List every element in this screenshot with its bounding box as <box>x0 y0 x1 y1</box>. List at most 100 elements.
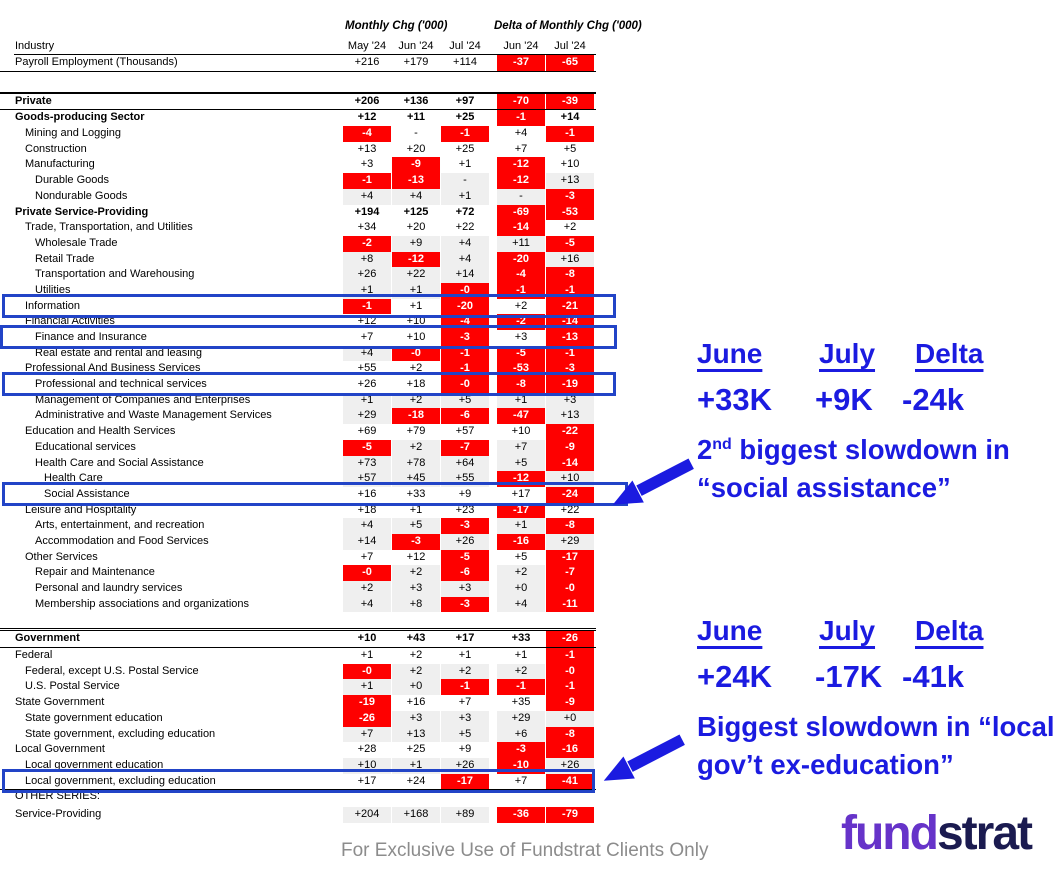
value-cell: +5 <box>441 392 489 409</box>
table-row: Service-Providing +204 +168 +89 -36 -79 <box>0 807 596 823</box>
annotation-desc-text: biggest slowdown in <box>731 434 1010 466</box>
value-cell-negative: -5 <box>546 235 594 252</box>
row-label: State Government <box>15 696 105 709</box>
table-row: Construction +13 +20 +25 +7 +5 <box>0 142 596 158</box>
value-cell: +2 <box>409 649 423 662</box>
fundstrat-logo: fundstrat <box>841 806 1033 861</box>
value-cell: +34 <box>357 221 377 234</box>
value-cell: +2 <box>343 581 391 597</box>
value-cell: +13 <box>546 408 594 425</box>
value-cell-negative: -5 <box>441 549 489 566</box>
table-row: Personal and laundry services +2 +3 +3 +0 -0 <box>0 581 596 597</box>
value-cell: +20 <box>406 221 426 234</box>
row-label: Goods-producing Sector <box>15 111 145 124</box>
value-cell-negative: -69 <box>497 204 545 221</box>
row-label: Information <box>25 299 81 312</box>
value-cell: +2 <box>563 221 577 234</box>
value-cell-negative: -3 <box>392 533 440 550</box>
value-cell-negative: -26 <box>546 631 594 648</box>
table-row: Mining and Logging -4 - -1 +4 -1 <box>0 126 596 142</box>
table-row: Real estate and rental and leasing +4 -0 -1… <box>0 345 596 362</box>
value-cell-negative: -1 <box>343 173 391 189</box>
value-cell: - <box>414 127 418 140</box>
row-label: Financial Activities <box>25 315 115 328</box>
annotation-header-june: June <box>697 615 763 646</box>
value-cell-negative: -53 <box>546 204 594 221</box>
group-header-monthly-chg: Monthly Chg ('000) <box>345 20 448 32</box>
value-cell: +24 <box>406 774 426 787</box>
table-row: Other Services +7 +12 -5 +5 -17 <box>0 549 596 566</box>
value-cell-negative: -5 <box>343 439 391 456</box>
value-cell-negative: -6 <box>441 565 489 581</box>
value-cell: - <box>441 173 489 189</box>
value-cell: +4 <box>343 345 391 362</box>
table-row: Nondurable Goods +4 +4 +1- -3 <box>0 188 596 205</box>
annotation-desc-text: “social assistance” <box>697 472 951 504</box>
value-cell-negative: -5 <box>497 345 545 362</box>
value-cell-negative: -3 <box>441 518 489 534</box>
value-cell-negative: -1 <box>546 126 594 142</box>
value-cell: +13 <box>357 142 377 155</box>
value-cell: +69 <box>357 425 377 438</box>
value-cell-negative: -0 <box>546 663 594 680</box>
annotation-header-july: July <box>819 338 876 369</box>
row-label: Utilities <box>35 283 71 296</box>
value-cell: +29 <box>497 710 545 727</box>
row-label: Health Care and Social Assistance <box>35 456 204 469</box>
highlight-box-professional-technical-services <box>2 372 616 396</box>
column-header-jul24: Jul '24 <box>449 40 481 52</box>
table-row: Arts, entertainment, and recreation +4 +5-… <box>0 518 596 534</box>
value-cell-negative: -9 <box>546 439 594 456</box>
column-header-jun24: Jun '24 <box>398 40 434 52</box>
value-cell-negative: -36 <box>497 807 545 823</box>
value-cell: +17 <box>455 632 475 645</box>
row-label: Private Service-Providing <box>15 205 149 218</box>
value-cell: +4 <box>392 188 440 205</box>
table-row: Government +10 +43 +17 +33 -26 <box>0 628 596 649</box>
value-cell: +2 <box>392 565 440 581</box>
value-cell: +2 <box>441 663 489 680</box>
value-cell-negative: -16 <box>497 533 545 550</box>
value-cell: +8 <box>343 251 391 268</box>
value-cell-negative: -0 <box>441 377 489 393</box>
row-label: U.S. Postal Service <box>25 680 120 693</box>
row-label: Local government, excluding education <box>25 774 216 787</box>
value-cell: +18 <box>357 503 377 516</box>
arrow-icon <box>603 726 693 784</box>
value-cell-negative: -12 <box>497 157 545 174</box>
value-cell: +10 <box>406 331 426 343</box>
value-cell: +1 <box>514 649 528 662</box>
value-cell: +13 <box>546 173 594 189</box>
value-cell: +3 <box>392 710 440 727</box>
value-cell-negative: -4 <box>343 126 391 142</box>
row-label: Repair and Maintenance <box>35 566 155 579</box>
value-cell-negative: -20 <box>497 251 545 268</box>
annotation-value-delta: -24k <box>902 382 965 417</box>
arrow-icon <box>612 450 702 508</box>
row-label: Local government education <box>25 758 164 771</box>
value-cell: +4 <box>343 518 391 534</box>
value-cell-negative: -1 <box>546 679 594 696</box>
value-cell-negative: -39 <box>546 93 594 110</box>
table-rows: Payroll Employment (Thousands) +216 +179 +1… <box>0 55 596 823</box>
value-cell-negative: -12 <box>392 251 440 268</box>
table-row: Federal +1 +2 +1 +1 -1 <box>0 648 596 664</box>
row-label: Educational services <box>35 440 136 453</box>
value-cell: +2 <box>409 362 423 375</box>
value-cell: +7 <box>514 142 528 155</box>
value-cell: +9 <box>458 743 472 756</box>
value-cell-negative: -19 <box>343 695 391 711</box>
value-cell: +97 <box>455 94 475 107</box>
row-label: Leisure and Hospitality <box>25 503 137 516</box>
row-label: Professional And Business Services <box>25 362 201 375</box>
value-cell: +4 <box>497 596 545 613</box>
table-row: State government education -26 +3 +3 +29 +0 <box>0 710 596 727</box>
value-cell: +1 <box>409 299 423 312</box>
value-cell-negative: -21 <box>546 298 594 315</box>
value-cell: +22 <box>392 267 440 283</box>
value-cell: +3 <box>441 581 489 597</box>
value-cell-negative: -3 <box>497 742 545 758</box>
value-cell: +14 <box>441 267 489 283</box>
annotation-header-july: July <box>819 615 876 646</box>
value-cell: +29 <box>546 533 594 550</box>
